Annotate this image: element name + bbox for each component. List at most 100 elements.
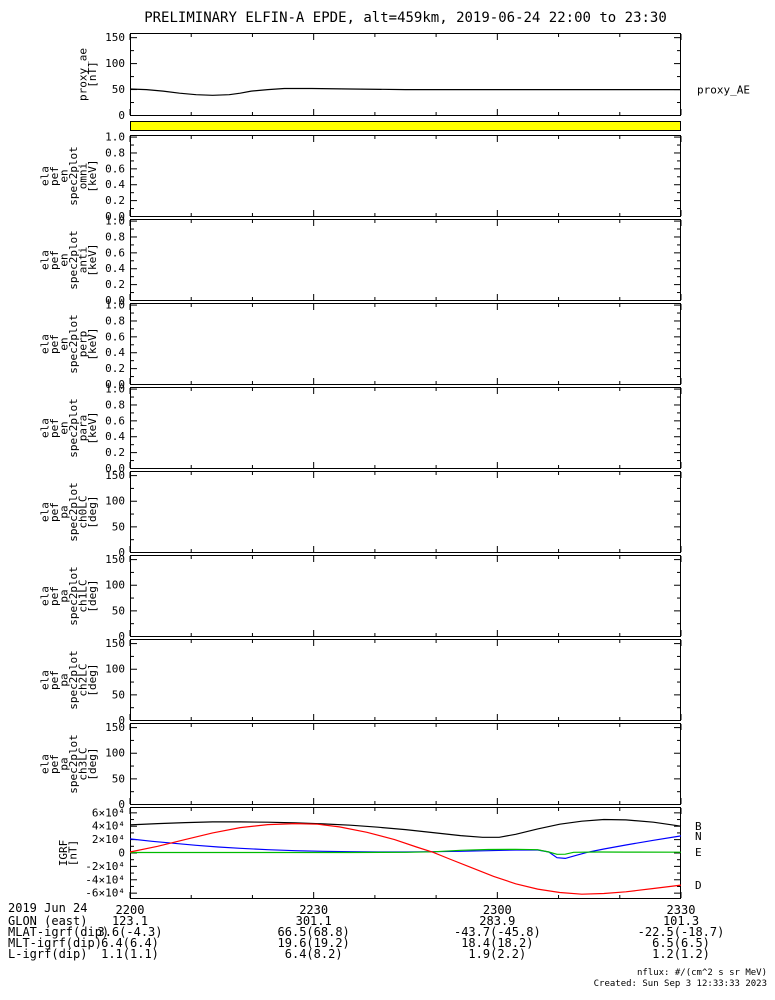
y-tick-label: -2×10⁴ (85, 860, 125, 873)
y-tick-label: 50 (112, 772, 125, 785)
y-axis-label-line: en (58, 169, 71, 182)
y-axis-label-line: ela (39, 754, 52, 774)
ephemeris-row-1-value: 66.5(68.8) (277, 925, 350, 939)
y-axis-label-line: pa (58, 589, 71, 602)
time-tick-label: 2300 (482, 903, 512, 917)
y-tick-label: 0.2 (105, 446, 125, 459)
y-tick-label: 0.6 (105, 330, 125, 343)
y-tick-label: 150 (105, 553, 125, 566)
y-tick-label: 0 (118, 714, 125, 727)
y-tick-label: 0 (118, 109, 125, 122)
series-N (129, 835, 682, 860)
panel-frame (130, 387, 681, 469)
y-axis-label-line: pef (48, 334, 61, 354)
ephemeris-row-3-value: 1.9(2.2) (468, 947, 527, 961)
y-tick-label: 100 (105, 579, 125, 592)
ephemeris-row-2-value: 19.6(19.2) (277, 936, 350, 950)
y-tick-label: 0 (118, 798, 125, 811)
y-axis-label-line: [deg] (86, 663, 99, 696)
ephemeris-row-2-label: MLT-igrf(dip) (8, 936, 102, 950)
y-tick-label: 50 (112, 83, 125, 96)
series-letter-E: E (695, 846, 702, 859)
ephemeris-row-2-value: 18.4(18.2) (461, 936, 534, 950)
panel-frame (130, 33, 681, 116)
y-tick-label: 100 (105, 57, 125, 70)
series-letter-B: B (695, 820, 702, 833)
panel-proxy-ae: 0 50 100 150 proxy_ae[nT] proxy_AE (77, 31, 750, 122)
ephemeris-row-2-value: 6.5(6.5) (652, 936, 710, 950)
ephemeris-row-0-value: 101.3 (662, 914, 700, 928)
y-axis-label-line: pef (48, 502, 61, 522)
y-axis-label-line: pa (58, 505, 71, 518)
date-label: 2019 Jun 24 (8, 901, 88, 915)
panel-frame (130, 303, 681, 385)
y-axis-label-line: IGRF (57, 840, 70, 867)
y-tick-label: 0.6 (105, 414, 125, 427)
y-tick-label: 100 (105, 495, 125, 508)
y-axis-label-line: spec2plot (67, 734, 80, 794)
y-axis-label-line: ela (39, 334, 52, 354)
series-letter-N: N (695, 830, 702, 843)
ephemeris-row-1-value: 3.6(-4.3) (97, 925, 163, 939)
y-tick-label: 0.0 (105, 210, 125, 223)
y-tick-label: -6×10⁴ (85, 887, 125, 900)
y-tick-label: 0.8 (105, 398, 125, 411)
y-tick-label: 0.8 (105, 146, 125, 159)
y-axis-label-line: [deg] (86, 495, 99, 528)
y-axis-label-line: [deg] (86, 747, 99, 780)
time-tick-label: 2200 (115, 903, 145, 917)
y-tick-label: 6×10⁴ (92, 806, 125, 819)
y-tick-label: 50 (112, 604, 125, 617)
y-axis-label-line: [nT] (86, 61, 99, 88)
panel-frame (130, 135, 681, 217)
y-axis-label-line: [nT] (66, 840, 79, 867)
y-tick-label: 0.2 (105, 362, 125, 375)
y-axis-label-line: ch1LC (77, 579, 90, 612)
y-axis-label-line: ela (39, 586, 52, 606)
y-axis-label-line: pef (48, 670, 61, 690)
footer-notes: nflux: #/(cm^2 s sr MeV) Created: Sun Se… (594, 968, 767, 990)
y-tick-label: 50 (112, 520, 125, 533)
y-tick-label: 0.4 (105, 346, 125, 359)
series-letter-D: D (695, 879, 702, 892)
y-tick-label: 150 (105, 31, 125, 44)
y-tick-label: 0.0 (105, 378, 125, 391)
ephemeris-row-3-value: 1.2(1.2) (652, 947, 710, 961)
y-tick-label: 150 (105, 721, 125, 734)
ephemeris-row-3-label: L-igrf(dip) (8, 947, 88, 961)
y-axis-label-line: pef (48, 250, 61, 270)
y-axis-label-line: ela (39, 670, 52, 690)
y-tick-label: 0.4 (105, 262, 125, 275)
ephemeris-row-0-value: 123.1 (111, 914, 149, 928)
panel-frame (130, 555, 681, 637)
y-tick-label: 1.0 (105, 215, 125, 228)
y-axis-label-line: spec2plot (67, 566, 80, 626)
y-tick-label: 0.8 (105, 230, 125, 243)
y-tick-label: 0 (118, 630, 125, 643)
y-axis-label-line: pef (48, 754, 61, 774)
y-tick-label: 150 (105, 469, 125, 482)
panel-en-para: 0.0 0.2 0.4 0.6 0.8 1.0 elapefenspec2plotpara[… (39, 383, 682, 475)
y-axis-label-line: pa (58, 757, 71, 770)
ephemeris-row-1-value: -43.7(-45.8) (453, 925, 541, 939)
flag-bar-fill (130, 121, 681, 131)
time-tick-label: 2230 (299, 903, 329, 917)
ephemeris-row-1-value: -22.5(-18.7) (637, 925, 725, 939)
y-tick-label: 0.4 (105, 178, 125, 191)
y-axis-label-line: ela (39, 502, 52, 522)
ephemeris-row-0-label: GLON (east) (8, 914, 88, 928)
y-tick-label: 0.6 (105, 246, 125, 259)
y-tick-label: 1.0 (105, 131, 125, 144)
y-tick-label: 150 (105, 637, 125, 650)
y-tick-label: 2×10⁴ (92, 833, 125, 846)
panel-right-label: proxy_AE (697, 84, 750, 97)
y-tick-label: 50 (112, 688, 125, 701)
plot-title: PRELIMINARY ELFIN-A EPDE, alt=459km, 201… (144, 10, 667, 26)
y-tick-label: 0 (118, 847, 125, 860)
panel-frame (130, 471, 681, 553)
series-E (130, 848, 682, 855)
